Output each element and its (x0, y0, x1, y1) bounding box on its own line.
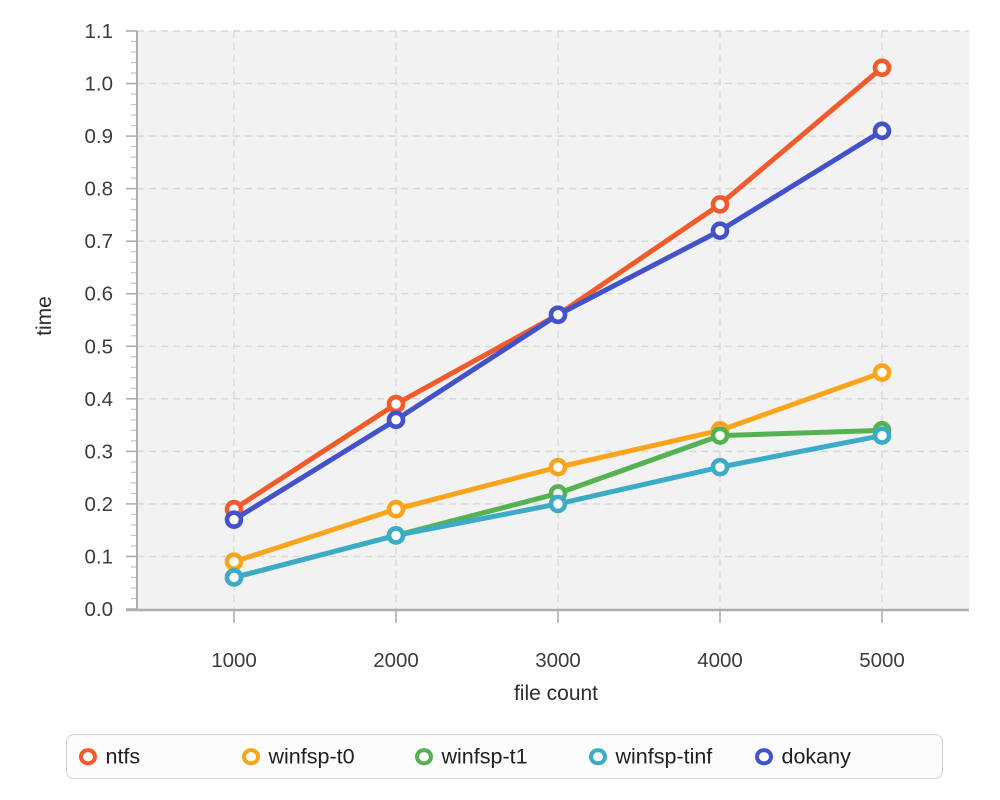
series-marker-ntfs-2000 (386, 394, 406, 414)
y-tick-label: 0.1 (85, 545, 114, 568)
legend-swatch-winfsp-t0 (242, 747, 260, 766)
y-tick-label: 0.3 (85, 440, 114, 463)
y-tick-label: 0.7 (85, 230, 114, 253)
y-tick-label: 1.0 (85, 73, 114, 96)
series-marker-dokany-2000 (386, 410, 406, 430)
legend-label: winfsp-t0 (268, 743, 355, 768)
series-marker-dokany-1000 (224, 510, 244, 529)
y-tick-label: 0.0 (85, 598, 114, 621)
legend-swatch-ntfs (79, 747, 97, 766)
y-tick-label: 0.8 (85, 178, 114, 201)
legend-item-winfsp-t1: winfsp-t1 (415, 743, 528, 768)
series-marker-dokany-5000 (872, 121, 892, 141)
legend-item-dokany: dokany (755, 743, 851, 768)
series-marker-ntfs-4000 (710, 195, 730, 214)
legend-swatch-winfsp-t1 (415, 747, 433, 766)
legend-swatch-winfsp-tinf (589, 747, 607, 766)
x-tick-label: 5000 (859, 649, 905, 672)
series-marker-winfsp-t0-5000 (872, 363, 892, 382)
x-axis-title: file count (513, 682, 599, 705)
series-marker-winfsp-tinf-4000 (710, 457, 730, 477)
legend-label: winfsp-tinf (615, 743, 713, 768)
legend-item-winfsp-t0: winfsp-t0 (242, 743, 355, 768)
series-marker-winfsp-tinf-3000 (548, 494, 568, 514)
y-tick-label: 1.1 (85, 20, 114, 43)
x-tick-label: 4000 (697, 649, 743, 672)
y-tick-label: 0.2 (85, 493, 114, 516)
y-tick-label: 0.6 (85, 283, 114, 306)
series-marker-dokany-3000 (548, 305, 568, 325)
y-tick-label: 0.9 (85, 125, 114, 148)
legend-label: winfsp-t1 (441, 743, 528, 768)
legend-label: ntfs (105, 743, 141, 768)
y-axis-title: time (33, 296, 56, 336)
series-marker-winfsp-tinf-1000 (224, 568, 244, 587)
x-tick-label: 2000 (373, 649, 419, 672)
series-marker-winfsp-t1-4000 (710, 426, 730, 445)
x-tick-label: 1000 (211, 649, 257, 672)
y-tick-label: 0.5 (85, 335, 114, 358)
series-marker-winfsp-t0-2000 (386, 499, 406, 519)
y-tick-label: 0.4 (85, 388, 114, 411)
chart-legend: ntfs winfsp-t0 winfsp-t1 winfsp-tinf dokany (66, 734, 943, 779)
series-marker-winfsp-tinf-5000 (872, 426, 892, 445)
legend-label: dokany (781, 743, 851, 768)
series-marker-ntfs-5000 (872, 58, 892, 78)
series-marker-winfsp-tinf-2000 (386, 526, 406, 545)
x-tick-label: 3000 (535, 649, 581, 672)
series-marker-dokany-4000 (710, 221, 730, 240)
series-marker-winfsp-t0-3000 (548, 457, 568, 477)
legend-swatch-dokany (755, 747, 773, 766)
plot-canvas: 1000 2000 3000 4000 5000 0.0 0.1 0.2 0.3 0.4 0.5 0.… (85, 20, 969, 672)
legend-item-ntfs: ntfs (79, 743, 141, 768)
series-marker-winfsp-t0-1000 (224, 552, 244, 572)
legend-item-winfsp-tinf: winfsp-tinf (589, 743, 713, 768)
